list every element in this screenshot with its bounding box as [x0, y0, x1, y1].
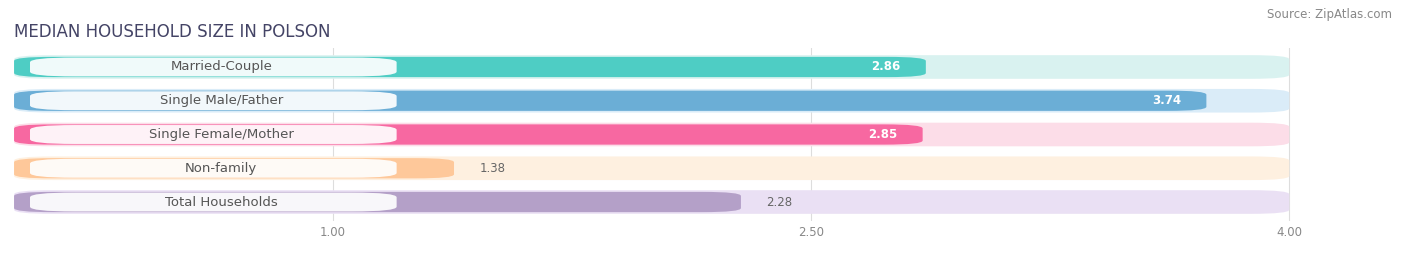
- FancyBboxPatch shape: [14, 192, 741, 212]
- FancyBboxPatch shape: [30, 91, 396, 110]
- Text: 1.38: 1.38: [479, 162, 506, 175]
- Text: 2.85: 2.85: [868, 128, 897, 141]
- FancyBboxPatch shape: [14, 57, 925, 77]
- FancyBboxPatch shape: [14, 123, 1289, 146]
- Text: 2.86: 2.86: [872, 61, 900, 73]
- FancyBboxPatch shape: [14, 190, 1289, 214]
- Text: Source: ZipAtlas.com: Source: ZipAtlas.com: [1267, 8, 1392, 21]
- Text: Married-Couple: Married-Couple: [170, 61, 273, 73]
- FancyBboxPatch shape: [30, 58, 396, 76]
- FancyBboxPatch shape: [30, 125, 396, 144]
- Text: Total Households: Total Households: [165, 196, 277, 208]
- FancyBboxPatch shape: [30, 193, 396, 211]
- FancyBboxPatch shape: [14, 89, 1289, 112]
- FancyBboxPatch shape: [14, 91, 1206, 111]
- Text: Single Female/Mother: Single Female/Mother: [149, 128, 294, 141]
- FancyBboxPatch shape: [14, 158, 454, 178]
- Text: Non-family: Non-family: [186, 162, 257, 175]
- Text: 3.74: 3.74: [1152, 94, 1181, 107]
- Text: 2.28: 2.28: [766, 196, 793, 208]
- Text: MEDIAN HOUSEHOLD SIZE IN POLSON: MEDIAN HOUSEHOLD SIZE IN POLSON: [14, 23, 330, 41]
- FancyBboxPatch shape: [14, 157, 1289, 180]
- FancyBboxPatch shape: [14, 55, 1289, 79]
- Text: Single Male/Father: Single Male/Father: [160, 94, 283, 107]
- FancyBboxPatch shape: [30, 159, 396, 178]
- FancyBboxPatch shape: [14, 124, 922, 145]
